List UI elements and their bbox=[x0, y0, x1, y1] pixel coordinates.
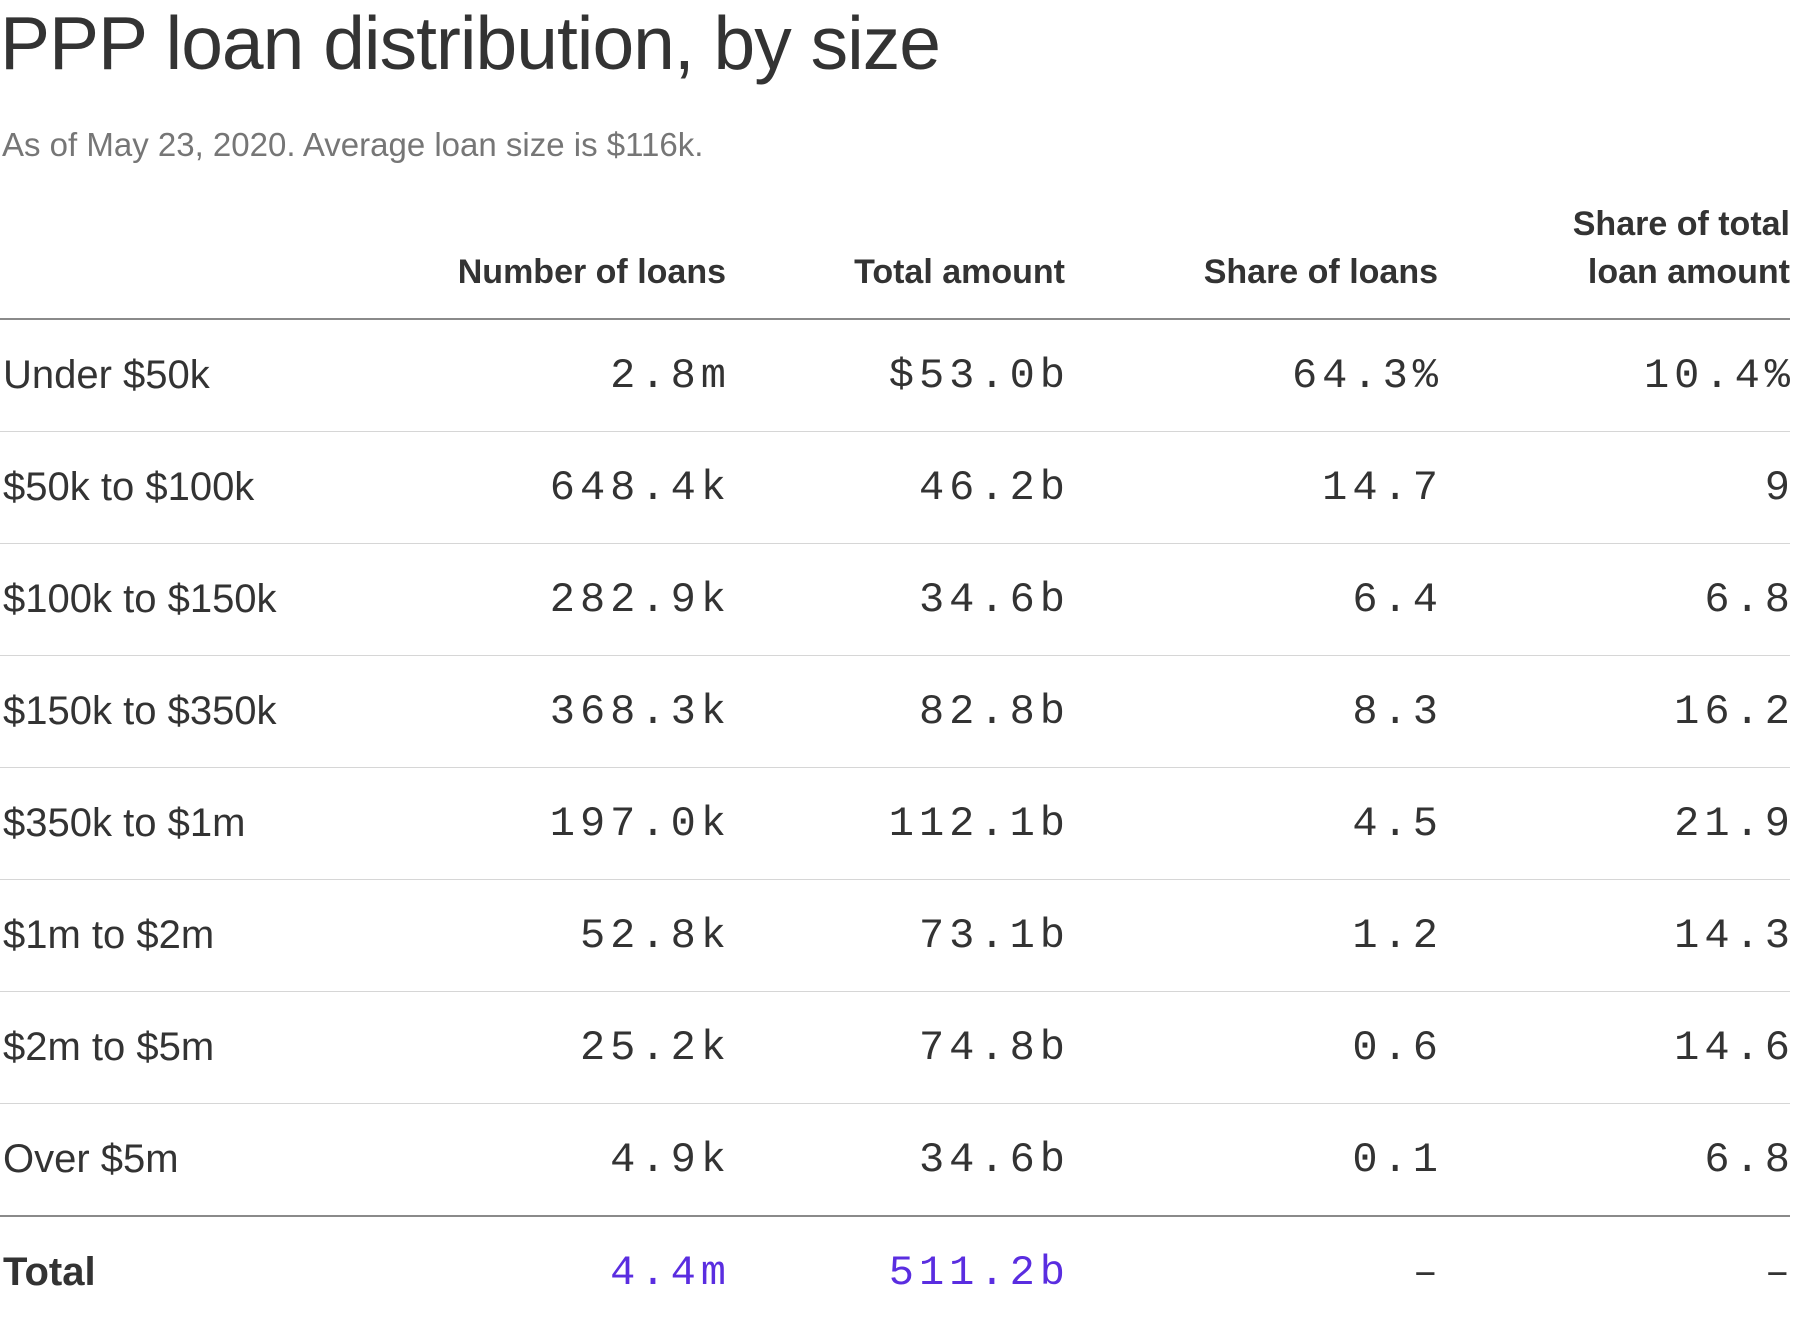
row-label: $1m to $2m bbox=[0, 879, 330, 992]
total-share-of-total-amount: – bbox=[1438, 1215, 1790, 1328]
cell-value: 0.1 bbox=[1352, 1135, 1443, 1184]
cell-value: $53.0b bbox=[888, 351, 1070, 400]
total-amount: 511.2b bbox=[726, 1215, 1065, 1328]
cell-number-of-loans: 282.9k bbox=[330, 543, 726, 656]
table-row: $100k to $150k 282.9k 34.6b 6.4 6.8 bbox=[0, 543, 1790, 656]
cell-value: 82.8b bbox=[918, 687, 1070, 736]
cell-share-of-loans: 6.4 bbox=[1065, 543, 1438, 656]
table-row: $2m to $5m 25.2k 74.8b 0.6 14.6 bbox=[0, 991, 1790, 1104]
total-share-of-loans: – bbox=[1065, 1215, 1438, 1328]
cell-value: 14.6 bbox=[1674, 1023, 1795, 1072]
cell-share-of-total-amount: 6.8 bbox=[1438, 1103, 1790, 1217]
cell-total-amount: 46.2b bbox=[726, 431, 1065, 544]
total-number-of-loans: 4.4m bbox=[330, 1215, 726, 1328]
cell-value: – bbox=[1412, 1248, 1443, 1297]
cell-value: 34.6b bbox=[918, 575, 1070, 624]
row-label: Over $5m bbox=[0, 1103, 330, 1217]
cell-value: 4.4m bbox=[610, 1248, 731, 1297]
cell-value: 21.9 bbox=[1674, 799, 1795, 848]
cell-total-amount: $53.0b bbox=[726, 319, 1065, 432]
cell-value: 16.2 bbox=[1674, 687, 1795, 736]
column-header-share-of-total-loan-amount: Share of total loan amount bbox=[1438, 186, 1790, 320]
cell-value: 0.6 bbox=[1352, 1023, 1443, 1072]
cell-total-amount: 82.8b bbox=[726, 655, 1065, 768]
table-row: $50k to $100k 648.4k 46.2b 14.7 9 bbox=[0, 431, 1790, 544]
cell-total-amount: 112.1b bbox=[726, 767, 1065, 880]
total-label: Total bbox=[0, 1215, 330, 1328]
table-row: Over $5m 4.9k 34.6b 0.1 6.8 bbox=[0, 1103, 1790, 1217]
cell-value: 6.8 bbox=[1704, 575, 1795, 624]
cell-total-amount: 73.1b bbox=[726, 879, 1065, 992]
table-row: $1m to $2m 52.8k 73.1b 1.2 14.3 bbox=[0, 879, 1790, 992]
row-label: $100k to $150k bbox=[0, 543, 330, 656]
cell-share-of-loans: 4.5 bbox=[1065, 767, 1438, 880]
cell-share-of-loans: 8.3 bbox=[1065, 655, 1438, 768]
cell-share-of-loans: 0.1 bbox=[1065, 1103, 1438, 1217]
cell-share-of-total-amount: 9 bbox=[1438, 431, 1790, 544]
cell-value: 197.0k bbox=[549, 799, 731, 848]
cell-value: 34.6b bbox=[918, 1135, 1070, 1184]
cell-value: 6.8 bbox=[1704, 1135, 1795, 1184]
cell-number-of-loans: 25.2k bbox=[330, 991, 726, 1104]
cell-value: 4.5 bbox=[1352, 799, 1443, 848]
row-label: $50k to $100k bbox=[0, 431, 330, 544]
cell-value: 9 bbox=[1764, 463, 1795, 512]
cell-value: 6.4 bbox=[1352, 575, 1443, 624]
cell-value: 73.1b bbox=[918, 911, 1070, 960]
column-header-total-amount: Total amount bbox=[726, 186, 1065, 320]
cell-value: 14.7 bbox=[1322, 463, 1443, 512]
cell-value: 52.8k bbox=[579, 911, 731, 960]
cell-value: 112.1b bbox=[888, 799, 1070, 848]
chart-subtitle: As of May 23, 2020. Average loan size is… bbox=[2, 126, 704, 163]
row-label: $2m to $5m bbox=[0, 991, 330, 1104]
cell-value: 8.3 bbox=[1352, 687, 1443, 736]
cell-number-of-loans: 368.3k bbox=[330, 655, 726, 768]
cell-number-of-loans: 52.8k bbox=[330, 879, 726, 992]
cell-value: 2.8m bbox=[610, 351, 731, 400]
cell-value: 64.3% bbox=[1291, 351, 1443, 400]
cell-value: 648.4k bbox=[549, 463, 731, 512]
cell-number-of-loans: 197.0k bbox=[330, 767, 726, 880]
column-header-share-of-loans: Share of loans bbox=[1065, 186, 1438, 320]
total-row: Total 4.4m 511.2b – – bbox=[0, 1215, 1790, 1328]
cell-share-of-total-amount: 16.2 bbox=[1438, 655, 1790, 768]
column-header-size bbox=[0, 186, 330, 320]
loan-distribution-table: Number of loans Total amount Share of lo… bbox=[0, 186, 1790, 1328]
cell-value: – bbox=[1764, 1248, 1795, 1297]
cell-share-of-loans: 14.7 bbox=[1065, 431, 1438, 544]
cell-number-of-loans: 2.8m bbox=[330, 319, 726, 432]
cell-value: 74.8b bbox=[918, 1023, 1070, 1072]
chart-title: PPP loan distribution, by size bbox=[0, 1, 941, 85]
cell-share-of-total-amount: 21.9 bbox=[1438, 767, 1790, 880]
cell-share-of-total-amount: 14.6 bbox=[1438, 991, 1790, 1104]
cell-share-of-total-amount: 14.3 bbox=[1438, 879, 1790, 992]
cell-value: 511.2b bbox=[888, 1248, 1070, 1297]
cell-value: 10.4% bbox=[1643, 351, 1795, 400]
cell-number-of-loans: 4.9k bbox=[330, 1103, 726, 1217]
cell-total-amount: 74.8b bbox=[726, 991, 1065, 1104]
cell-share-of-total-amount: 6.8 bbox=[1438, 543, 1790, 656]
table-row: $350k to $1m 197.0k 112.1b 4.5 21.9 bbox=[0, 767, 1790, 880]
column-header-number-of-loans: Number of loans bbox=[330, 186, 726, 320]
cell-number-of-loans: 648.4k bbox=[330, 431, 726, 544]
cell-share-of-loans: 1.2 bbox=[1065, 879, 1438, 992]
row-label: $150k to $350k bbox=[0, 655, 330, 768]
cell-share-of-total-amount: 10.4% bbox=[1438, 319, 1790, 432]
cell-value: 4.9k bbox=[610, 1135, 731, 1184]
cell-value: 46.2b bbox=[918, 463, 1070, 512]
cell-value: 25.2k bbox=[579, 1023, 731, 1072]
header-row: Number of loans Total amount Share of lo… bbox=[0, 186, 1790, 320]
table-row: $150k to $350k 368.3k 82.8b 8.3 16.2 bbox=[0, 655, 1790, 768]
row-label: $350k to $1m bbox=[0, 767, 330, 880]
cell-value: 368.3k bbox=[549, 687, 731, 736]
table-row: Under $50k 2.8m $53.0b 64.3% 10.4% bbox=[0, 319, 1790, 432]
row-label: Under $50k bbox=[0, 319, 330, 432]
cell-total-amount: 34.6b bbox=[726, 1103, 1065, 1217]
cell-share-of-loans: 64.3% bbox=[1065, 319, 1438, 432]
cell-value: 282.9k bbox=[549, 575, 731, 624]
cell-value: 14.3 bbox=[1674, 911, 1795, 960]
cell-value: 1.2 bbox=[1352, 911, 1443, 960]
cell-share-of-loans: 0.6 bbox=[1065, 991, 1438, 1104]
cell-total-amount: 34.6b bbox=[726, 543, 1065, 656]
